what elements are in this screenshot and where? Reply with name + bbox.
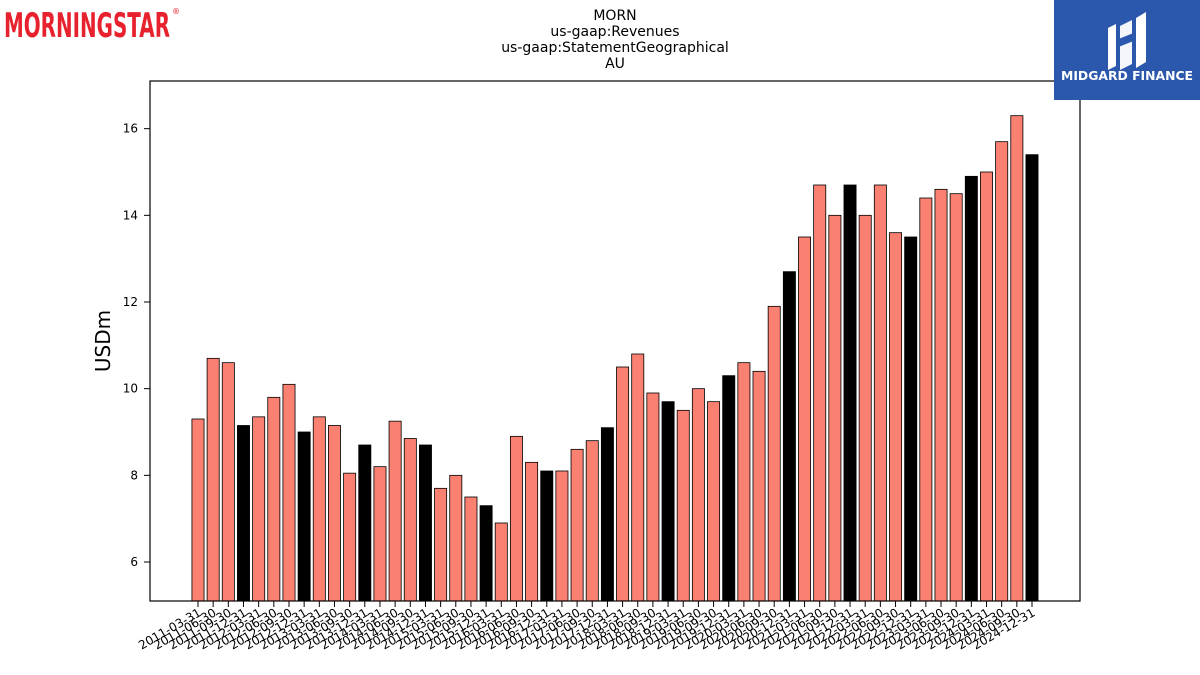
bar bbox=[585, 440, 599, 602]
bar bbox=[570, 448, 584, 602]
bar bbox=[616, 366, 630, 602]
plot-frame bbox=[149, 80, 1081, 602]
y-axis: 6 8 10 12 14 16 bbox=[123, 122, 150, 569]
chart-title-line: us-gaap:Revenues bbox=[550, 24, 679, 40]
y-tick-label: 6 bbox=[130, 555, 138, 569]
bar bbox=[843, 184, 857, 602]
registered-mark-icon: ® bbox=[172, 7, 180, 16]
bar bbox=[949, 193, 963, 602]
bar bbox=[221, 362, 235, 602]
bar bbox=[828, 214, 842, 602]
bar bbox=[464, 496, 478, 602]
bar bbox=[707, 401, 721, 602]
bar bbox=[964, 175, 978, 602]
bar bbox=[479, 505, 493, 602]
midgard-finance-logo: MIDGARD FINANCE bbox=[1054, 0, 1200, 100]
bar bbox=[328, 425, 341, 602]
bar bbox=[919, 197, 933, 602]
bar bbox=[858, 214, 872, 602]
bar bbox=[540, 470, 554, 602]
bar bbox=[509, 435, 523, 602]
bar bbox=[297, 431, 311, 602]
y-tick-label: 16 bbox=[123, 122, 138, 136]
bar bbox=[388, 420, 402, 602]
bar bbox=[312, 416, 326, 602]
bar bbox=[631, 353, 645, 602]
bar bbox=[494, 522, 508, 602]
bar bbox=[934, 188, 948, 602]
bar bbox=[206, 357, 220, 602]
chart-title: MORNus-gaap:Revenuesus-gaap:StatementGeo… bbox=[501, 8, 729, 72]
bar bbox=[343, 472, 357, 602]
bar bbox=[449, 474, 463, 602]
y-tick-label: 10 bbox=[123, 382, 138, 396]
bar bbox=[1010, 115, 1024, 602]
bar bbox=[691, 388, 705, 602]
bar bbox=[600, 427, 614, 602]
chart-title-line: AU bbox=[605, 56, 625, 72]
bar bbox=[722, 375, 736, 602]
midgard-emblem-icon bbox=[1108, 12, 1146, 70]
bar bbox=[646, 392, 660, 602]
y-tick-label: 12 bbox=[123, 295, 138, 309]
bar bbox=[418, 444, 432, 602]
bar bbox=[889, 232, 902, 602]
morningstar-logo-text: MORNINGSTAR bbox=[4, 6, 170, 44]
bar bbox=[813, 184, 827, 602]
bar bbox=[767, 305, 781, 602]
y-tick-label: 8 bbox=[130, 468, 138, 482]
bar bbox=[904, 236, 918, 602]
bar bbox=[252, 416, 266, 602]
bar bbox=[525, 461, 539, 602]
bar bbox=[873, 184, 887, 602]
bar bbox=[282, 383, 296, 602]
bar bbox=[995, 141, 1009, 602]
morningstar-logo: MORNINGSTAR ® bbox=[4, 6, 180, 44]
chart-title-line: us-gaap:StatementGeographical bbox=[501, 40, 729, 56]
bar bbox=[782, 271, 796, 602]
bar bbox=[676, 409, 690, 602]
bar bbox=[798, 236, 812, 602]
bar bbox=[373, 466, 387, 602]
y-tick-label: 14 bbox=[123, 208, 138, 222]
midgard-logo-text: MIDGARD FINANCE bbox=[1061, 69, 1193, 83]
chart-title-line: MORN bbox=[593, 8, 636, 24]
bar bbox=[980, 171, 993, 602]
bar bbox=[555, 470, 569, 602]
bar bbox=[434, 487, 448, 602]
bar bbox=[237, 425, 250, 602]
bar bbox=[403, 438, 417, 602]
x-axis: 2011-03-312011-06-302011-09-302011-12-31… bbox=[136, 601, 1038, 652]
bar bbox=[191, 418, 205, 602]
bar bbox=[752, 370, 766, 602]
y-axis-label: USDm bbox=[91, 310, 115, 372]
bar bbox=[267, 396, 281, 602]
bar bbox=[737, 362, 751, 602]
bar bbox=[661, 401, 675, 602]
bar bbox=[1025, 154, 1039, 602]
bar bbox=[358, 444, 372, 602]
